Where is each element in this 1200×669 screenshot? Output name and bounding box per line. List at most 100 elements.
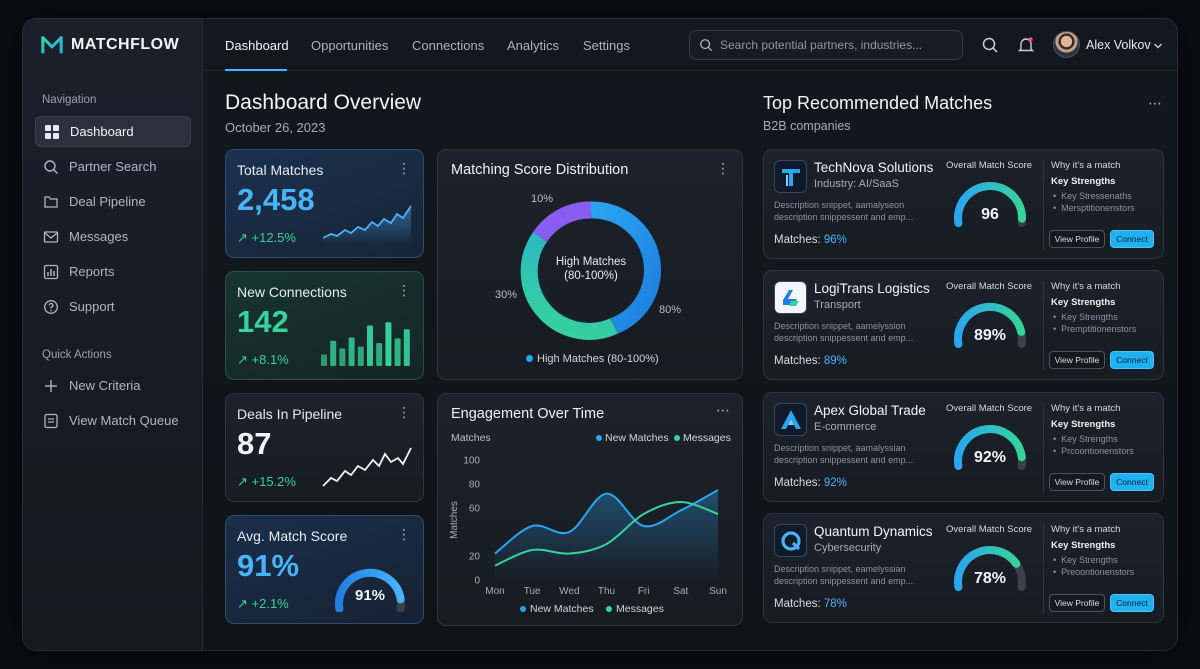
matches-prefix: Matches: xyxy=(774,598,821,610)
search-input[interactable] xyxy=(720,38,955,52)
gauge-fill xyxy=(954,425,1026,471)
y-tick-label: 100 xyxy=(463,456,480,467)
strength-item: • Premptitionenstors xyxy=(1053,324,1137,334)
kpi-card-deals-in-pipeline[interactable]: Deals In Pipeline ⋮ 87 ↗ +15.2% xyxy=(225,393,424,502)
kpi-title: New Connections xyxy=(237,284,347,300)
match-card[interactable]: Apex Global Trade E-commerce Description… xyxy=(763,392,1164,502)
legend-dot xyxy=(606,606,612,612)
connect-button[interactable]: Connect xyxy=(1110,230,1154,248)
quick-action-view-match-queue[interactable]: View Match Queue xyxy=(35,405,191,436)
sidebar-item-support[interactable]: Support xyxy=(35,291,191,322)
sidebar-item-dashboard[interactable]: Dashboard xyxy=(35,116,191,147)
avatar[interactable] xyxy=(1053,31,1080,58)
search-icon[interactable] xyxy=(981,36,999,54)
sidebar-item-label: Partner Search xyxy=(69,159,157,174)
y-tick-label: 20 xyxy=(469,552,481,563)
match-score: 89% xyxy=(973,327,1007,344)
strength-text: Key Strengths xyxy=(1061,434,1118,444)
matchflow-logo-icon xyxy=(41,36,63,54)
user-name[interactable]: Alex Volkov xyxy=(1086,38,1151,52)
view-profile-button[interactable]: View Profile xyxy=(1049,230,1105,248)
card-title: Engagement Over Time xyxy=(451,406,605,422)
x-tick-label: Sat xyxy=(673,586,688,597)
company-name[interactable]: TechNova Solutions xyxy=(814,160,934,175)
tab-dashboard[interactable]: Dashboard xyxy=(225,38,289,53)
sidebar-item-partner-search[interactable]: Partner Search xyxy=(35,151,191,182)
tab-analytics[interactable]: Analytics xyxy=(507,38,560,53)
logitrans-logo-icon xyxy=(774,281,807,314)
quick-actions-heading: Quick Actions xyxy=(42,349,112,361)
match-gauge xyxy=(954,546,1026,592)
apex-logo-icon xyxy=(774,403,807,436)
strength-item: • Preoontionenstors xyxy=(1053,567,1135,577)
connect-button[interactable]: Connect xyxy=(1110,594,1154,612)
more-options-icon[interactable]: ⋮ xyxy=(716,160,730,176)
strengths-label: Key Strengths xyxy=(1051,297,1116,308)
match-score: 78% xyxy=(973,570,1007,587)
kpi-value: 2,458 xyxy=(237,182,315,217)
strength-item: • Key Stressenaths xyxy=(1053,191,1132,201)
match-gauge xyxy=(954,182,1026,228)
matches-prefix: Matches: xyxy=(774,477,821,489)
why-label: Why it's a match xyxy=(1051,160,1121,171)
connect-button[interactable]: Connect xyxy=(1110,351,1154,369)
tab-connections[interactable]: Connections xyxy=(412,38,485,53)
sparkline-bar xyxy=(367,325,373,366)
company-description: description snippessent and emp... xyxy=(774,576,914,586)
legend-dot xyxy=(520,606,526,612)
kpi-card-avg-match-score[interactable]: Avg. Match Score ⋮ 91% ↗ +2.1% 91% xyxy=(225,515,424,624)
kpi-delta: ↗ +15.2% xyxy=(237,474,296,489)
chevron-down-icon[interactable] xyxy=(1153,41,1163,51)
quick-action-label: New Criteria xyxy=(69,378,141,393)
gauge-fill xyxy=(954,546,1021,592)
company-description: Description snippet, aamelyssion xyxy=(774,321,906,331)
match-card[interactable]: LogiTrans Logistics Transport Descriptio… xyxy=(763,270,1164,380)
match-card[interactable]: TechNova Solutions Industry: AI/SaaS Des… xyxy=(763,149,1164,259)
search-box[interactable] xyxy=(689,30,963,60)
company-description: Description snippet, aamalyseon xyxy=(774,200,905,210)
sidebar-item-reports[interactable]: Reports xyxy=(35,256,191,287)
company-name[interactable]: Quantum Dynamics xyxy=(814,524,933,539)
brand[interactable]: MATCHFLOW xyxy=(41,34,179,56)
sidebar-item-label: Dashboard xyxy=(70,124,134,139)
more-options-icon[interactable]: ⋮ xyxy=(397,160,411,176)
more-options-icon[interactable]: ⋯ xyxy=(1148,95,1162,111)
company-industry: Transport xyxy=(814,299,861,311)
tab-settings[interactable]: Settings xyxy=(583,38,630,53)
kpi-card-new-connections[interactable]: New Connections ⋮ 142 ↗ +8.1% xyxy=(225,271,424,380)
company-description: description snippessent and emp... xyxy=(774,455,914,465)
more-options-icon[interactable]: ⋮ xyxy=(397,526,411,542)
page-date: October 26, 2023 xyxy=(225,120,326,135)
divider xyxy=(1043,524,1044,614)
gauge-fill xyxy=(954,182,1026,228)
view-profile-button[interactable]: View Profile xyxy=(1049,473,1105,491)
why-label: Why it's a match xyxy=(1051,281,1121,292)
quick-action-new-criteria[interactable]: New Criteria xyxy=(35,370,191,401)
recommended-title: Top Recommended Matches xyxy=(763,93,993,113)
more-options-icon[interactable]: ⋮ xyxy=(397,404,411,420)
sidebar-item-label: Support xyxy=(69,299,115,314)
view-profile-button[interactable]: View Profile xyxy=(1049,594,1105,612)
bell-icon[interactable] xyxy=(1017,36,1035,54)
connect-button[interactable]: Connect xyxy=(1110,473,1154,491)
company-name[interactable]: LogiTrans Logistics xyxy=(814,281,930,296)
match-card[interactable]: Quantum Dynamics Cybersecurity Descripti… xyxy=(763,513,1164,623)
strength-text: Preoontionenstors xyxy=(1061,567,1135,577)
company-name[interactable]: Apex Global Trade xyxy=(814,403,926,418)
x-tick-label: Tue xyxy=(524,586,541,597)
sidebar-item-messages[interactable]: Messages xyxy=(35,221,191,252)
series-line-messages xyxy=(494,500,719,567)
strengths-label: Key Strengths xyxy=(1051,540,1116,551)
legend-messages-bottom: Messages xyxy=(616,603,664,615)
matches-pct: 89% xyxy=(823,355,847,367)
tab-opportunities[interactable]: Opportunities xyxy=(311,38,389,53)
app-window: MATCHFLOW Navigation Dashboard Partner S… xyxy=(22,18,1178,651)
more-options-icon[interactable]: ⋯ xyxy=(716,402,730,418)
page-title: Dashboard Overview xyxy=(225,91,422,114)
kpi-delta: ↗ +2.1% xyxy=(237,596,289,611)
sidebar-item-deal-pipeline[interactable]: Deal Pipeline xyxy=(35,186,191,217)
view-profile-button[interactable]: View Profile xyxy=(1049,351,1105,369)
kpi-card-total-matches[interactable]: Total Matches ⋮ 2,458 ↗ +12.5% xyxy=(225,149,424,258)
matches-prefix: Matches: xyxy=(774,234,821,246)
more-options-icon[interactable]: ⋮ xyxy=(397,282,411,298)
